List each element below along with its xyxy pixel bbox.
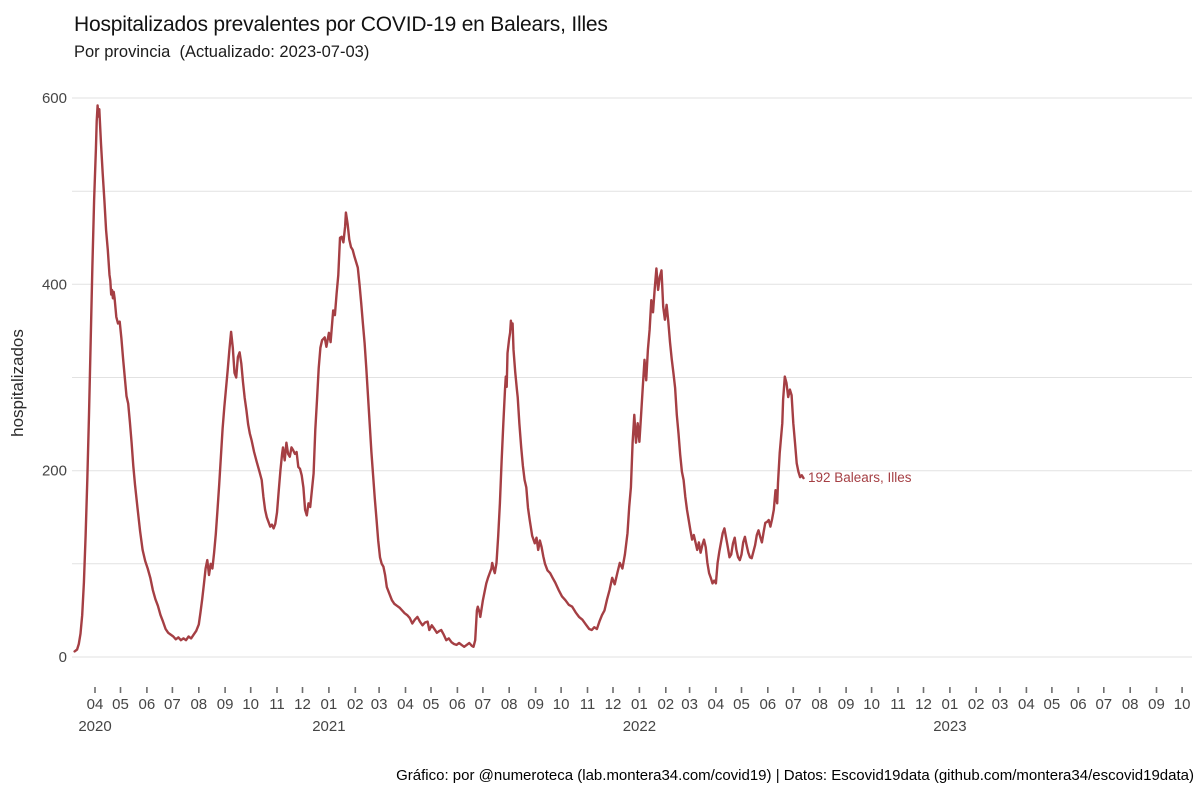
x-tick-label: 01 xyxy=(631,696,648,713)
x-tick-label: 05 xyxy=(112,696,129,713)
x-tick-label: 07 xyxy=(164,696,181,713)
x-tick-label: 08 xyxy=(1122,696,1139,713)
series-line-balears xyxy=(73,104,805,653)
x-tick-label: 04 xyxy=(1018,696,1035,713)
x-tick-label: 07 xyxy=(475,696,492,713)
x-tick-label: 11 xyxy=(269,696,285,713)
x-tick-label: 11 xyxy=(580,696,596,713)
x-tick-label: 10 xyxy=(1174,696,1191,713)
x-tick-label: 04 xyxy=(397,696,414,713)
x-tick-label: 03 xyxy=(681,696,698,713)
x-tick-label: 06 xyxy=(139,696,156,713)
x-tick-label: 08 xyxy=(811,696,828,713)
x-tick-label: 05 xyxy=(733,696,750,713)
x-tick-label: 04 xyxy=(708,696,725,713)
y-axis-tick-labels: 0 200 400 600 xyxy=(42,90,67,666)
x-tick-label: 12 xyxy=(294,696,311,713)
page-subtitle: Por provincia (Actualizado: 2023-07-03) xyxy=(74,43,370,61)
y-tick-label: 400 xyxy=(42,276,67,293)
x-tick-label: 06 xyxy=(759,696,776,713)
x-year-label: 2021 xyxy=(312,718,345,735)
y-axis-label: hospitalizados xyxy=(8,329,27,437)
y-tick-label: 600 xyxy=(42,90,67,107)
series-end-annotation: 192 Balears, Illes xyxy=(808,470,912,485)
x-tick-label: 06 xyxy=(449,696,466,713)
y-tick-label: 200 xyxy=(42,463,67,480)
x-tick-label: 03 xyxy=(992,696,1009,713)
page-title: Hospitalizados prevalentes por COVID-19 … xyxy=(74,13,608,36)
x-year-label: 2022 xyxy=(623,718,656,735)
x-year-label: 2023 xyxy=(933,718,966,735)
x-tick-label: 09 xyxy=(838,696,855,713)
x-tick-label: 09 xyxy=(527,696,544,713)
x-tick-label: 07 xyxy=(1095,696,1112,713)
x-tick-label: 12 xyxy=(915,696,932,713)
x-tick-label: 04 xyxy=(87,696,104,713)
x-tick-label: 02 xyxy=(347,696,364,713)
x-tick-label: 06 xyxy=(1070,696,1087,713)
x-tick-label: 10 xyxy=(863,696,880,713)
x-tick-label: 12 xyxy=(605,696,622,713)
x-tick-label: 05 xyxy=(1044,696,1061,713)
x-tick-label: 02 xyxy=(657,696,674,713)
x-axis-tick-labels: 04 05 06 07 08 09 10 11 12 01 02 03 04 05 06 07 08 09 10 11… xyxy=(87,696,1191,713)
x-tick-label: 01 xyxy=(321,696,338,713)
x-tick-label: 02 xyxy=(968,696,985,713)
y-tick-label: 0 xyxy=(59,649,67,666)
x-axis-year-labels: 2020 2021 2022 2023 xyxy=(78,718,966,735)
x-year-label: 2020 xyxy=(78,718,111,735)
gridlines xyxy=(72,97,1192,658)
x-axis-ticks xyxy=(94,687,1183,693)
x-tick-label: 09 xyxy=(1148,696,1165,713)
x-tick-label: 01 xyxy=(942,696,959,713)
credit-footer: Gráfico: por @numeroteca (lab.montera34.… xyxy=(396,767,1194,784)
x-tick-label: 03 xyxy=(371,696,388,713)
x-tick-label: 10 xyxy=(242,696,259,713)
x-tick-label: 09 xyxy=(217,696,234,713)
x-tick-label: 11 xyxy=(890,696,906,713)
x-tick-label: 08 xyxy=(190,696,207,713)
x-tick-label: 05 xyxy=(423,696,440,713)
x-tick-label: 10 xyxy=(553,696,570,713)
x-tick-label: 07 xyxy=(785,696,802,713)
x-tick-label: 08 xyxy=(501,696,518,713)
